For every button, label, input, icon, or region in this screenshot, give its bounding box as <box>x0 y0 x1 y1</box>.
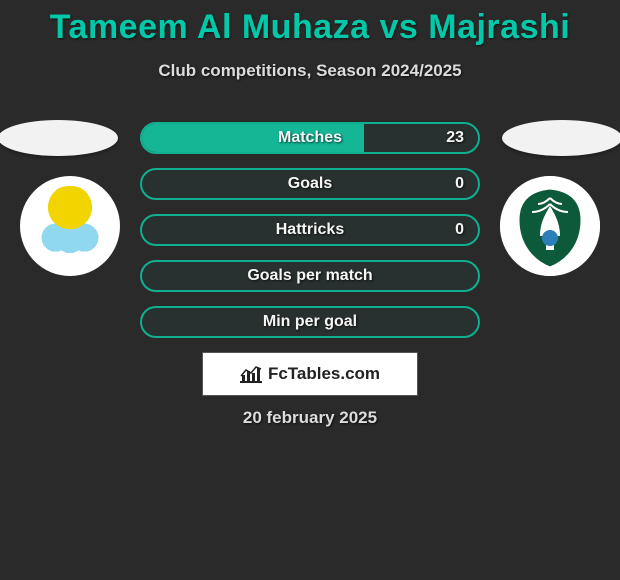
bar-min-per-goal: Min per goal <box>140 306 480 338</box>
bar-label: Goals per match <box>247 267 372 285</box>
brand-text: FcTables.com <box>268 364 380 384</box>
bar-goals: Goals 0 <box>140 168 480 200</box>
bar-value: 0 <box>455 221 464 239</box>
bar-hattricks: Hattricks 0 <box>140 214 480 246</box>
left-club-crest <box>20 176 120 276</box>
stat-bars: Matches 23 Goals 0 Hattricks 0 Goals per… <box>140 122 480 352</box>
bar-label: Min per goal <box>263 313 357 331</box>
bar-label: Matches <box>278 129 342 147</box>
left-player-oval <box>0 120 118 156</box>
brand-logo: FcTables.com <box>202 352 418 396</box>
bar-matches: Matches 23 <box>140 122 480 154</box>
right-player-oval <box>502 120 620 156</box>
bar-value: 0 <box>455 175 464 193</box>
subtitle: Club competitions, Season 2024/2025 <box>0 61 620 81</box>
chart-icon <box>240 365 262 383</box>
page-title: Tameem Al Muhaza vs Majrashi <box>0 0 620 47</box>
bar-goals-per-match: Goals per match <box>140 260 480 292</box>
date-text: 20 february 2025 <box>0 408 620 428</box>
right-club-crest <box>500 176 600 276</box>
bar-label: Goals <box>288 175 332 193</box>
bar-value: 23 <box>446 129 464 147</box>
bar-label: Hattricks <box>276 221 344 239</box>
